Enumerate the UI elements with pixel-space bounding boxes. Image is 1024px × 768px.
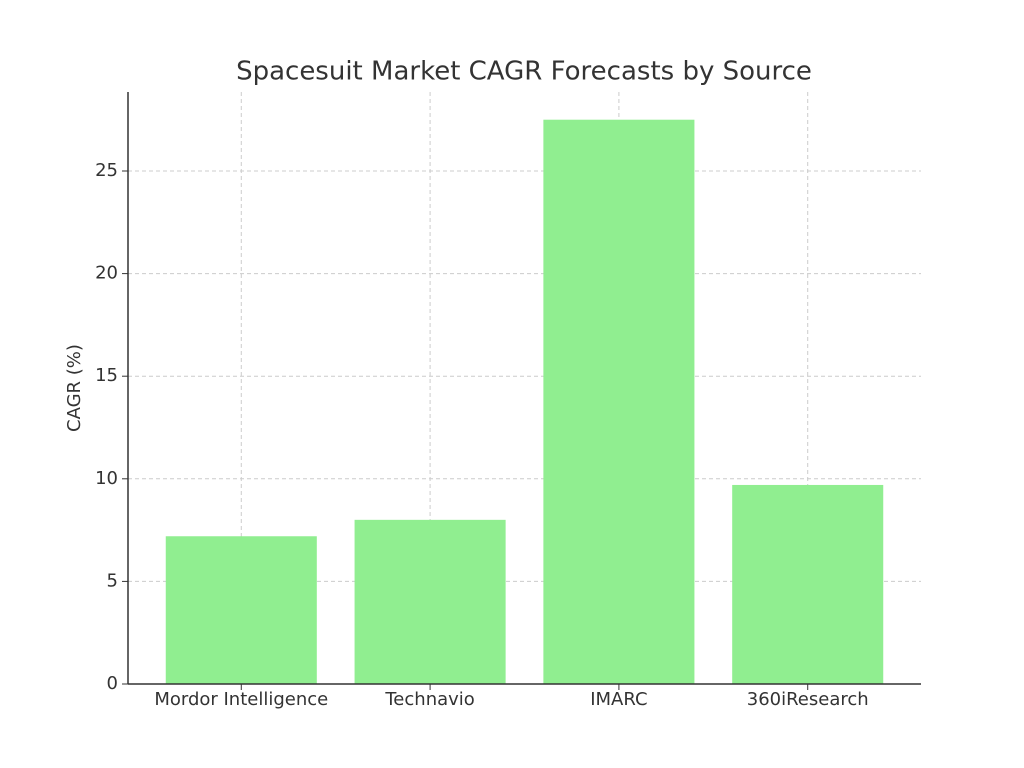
y-tick-label: 25 [95, 160, 118, 181]
y-tick-label: 5 [107, 570, 118, 591]
y-tick-label: 15 [95, 365, 118, 386]
chart-title: Spacesuit Market CAGR Forecasts by Sourc… [236, 57, 812, 87]
x-tick-label: Mordor Intelligence [154, 689, 328, 710]
x-tick-label: Technavio [384, 689, 474, 710]
bar [165, 536, 317, 684]
y-tick-label: 20 [95, 263, 118, 284]
y-tick-label: 10 [95, 468, 118, 489]
x-tick-label: IMARC [590, 689, 647, 710]
x-tick-label: 360iResearch [747, 689, 869, 710]
bar [354, 519, 506, 684]
y-tick-label: 0 [107, 673, 118, 694]
bar [732, 484, 884, 684]
bar [543, 119, 695, 684]
y-axis-label: CAGR (%) [64, 344, 85, 432]
